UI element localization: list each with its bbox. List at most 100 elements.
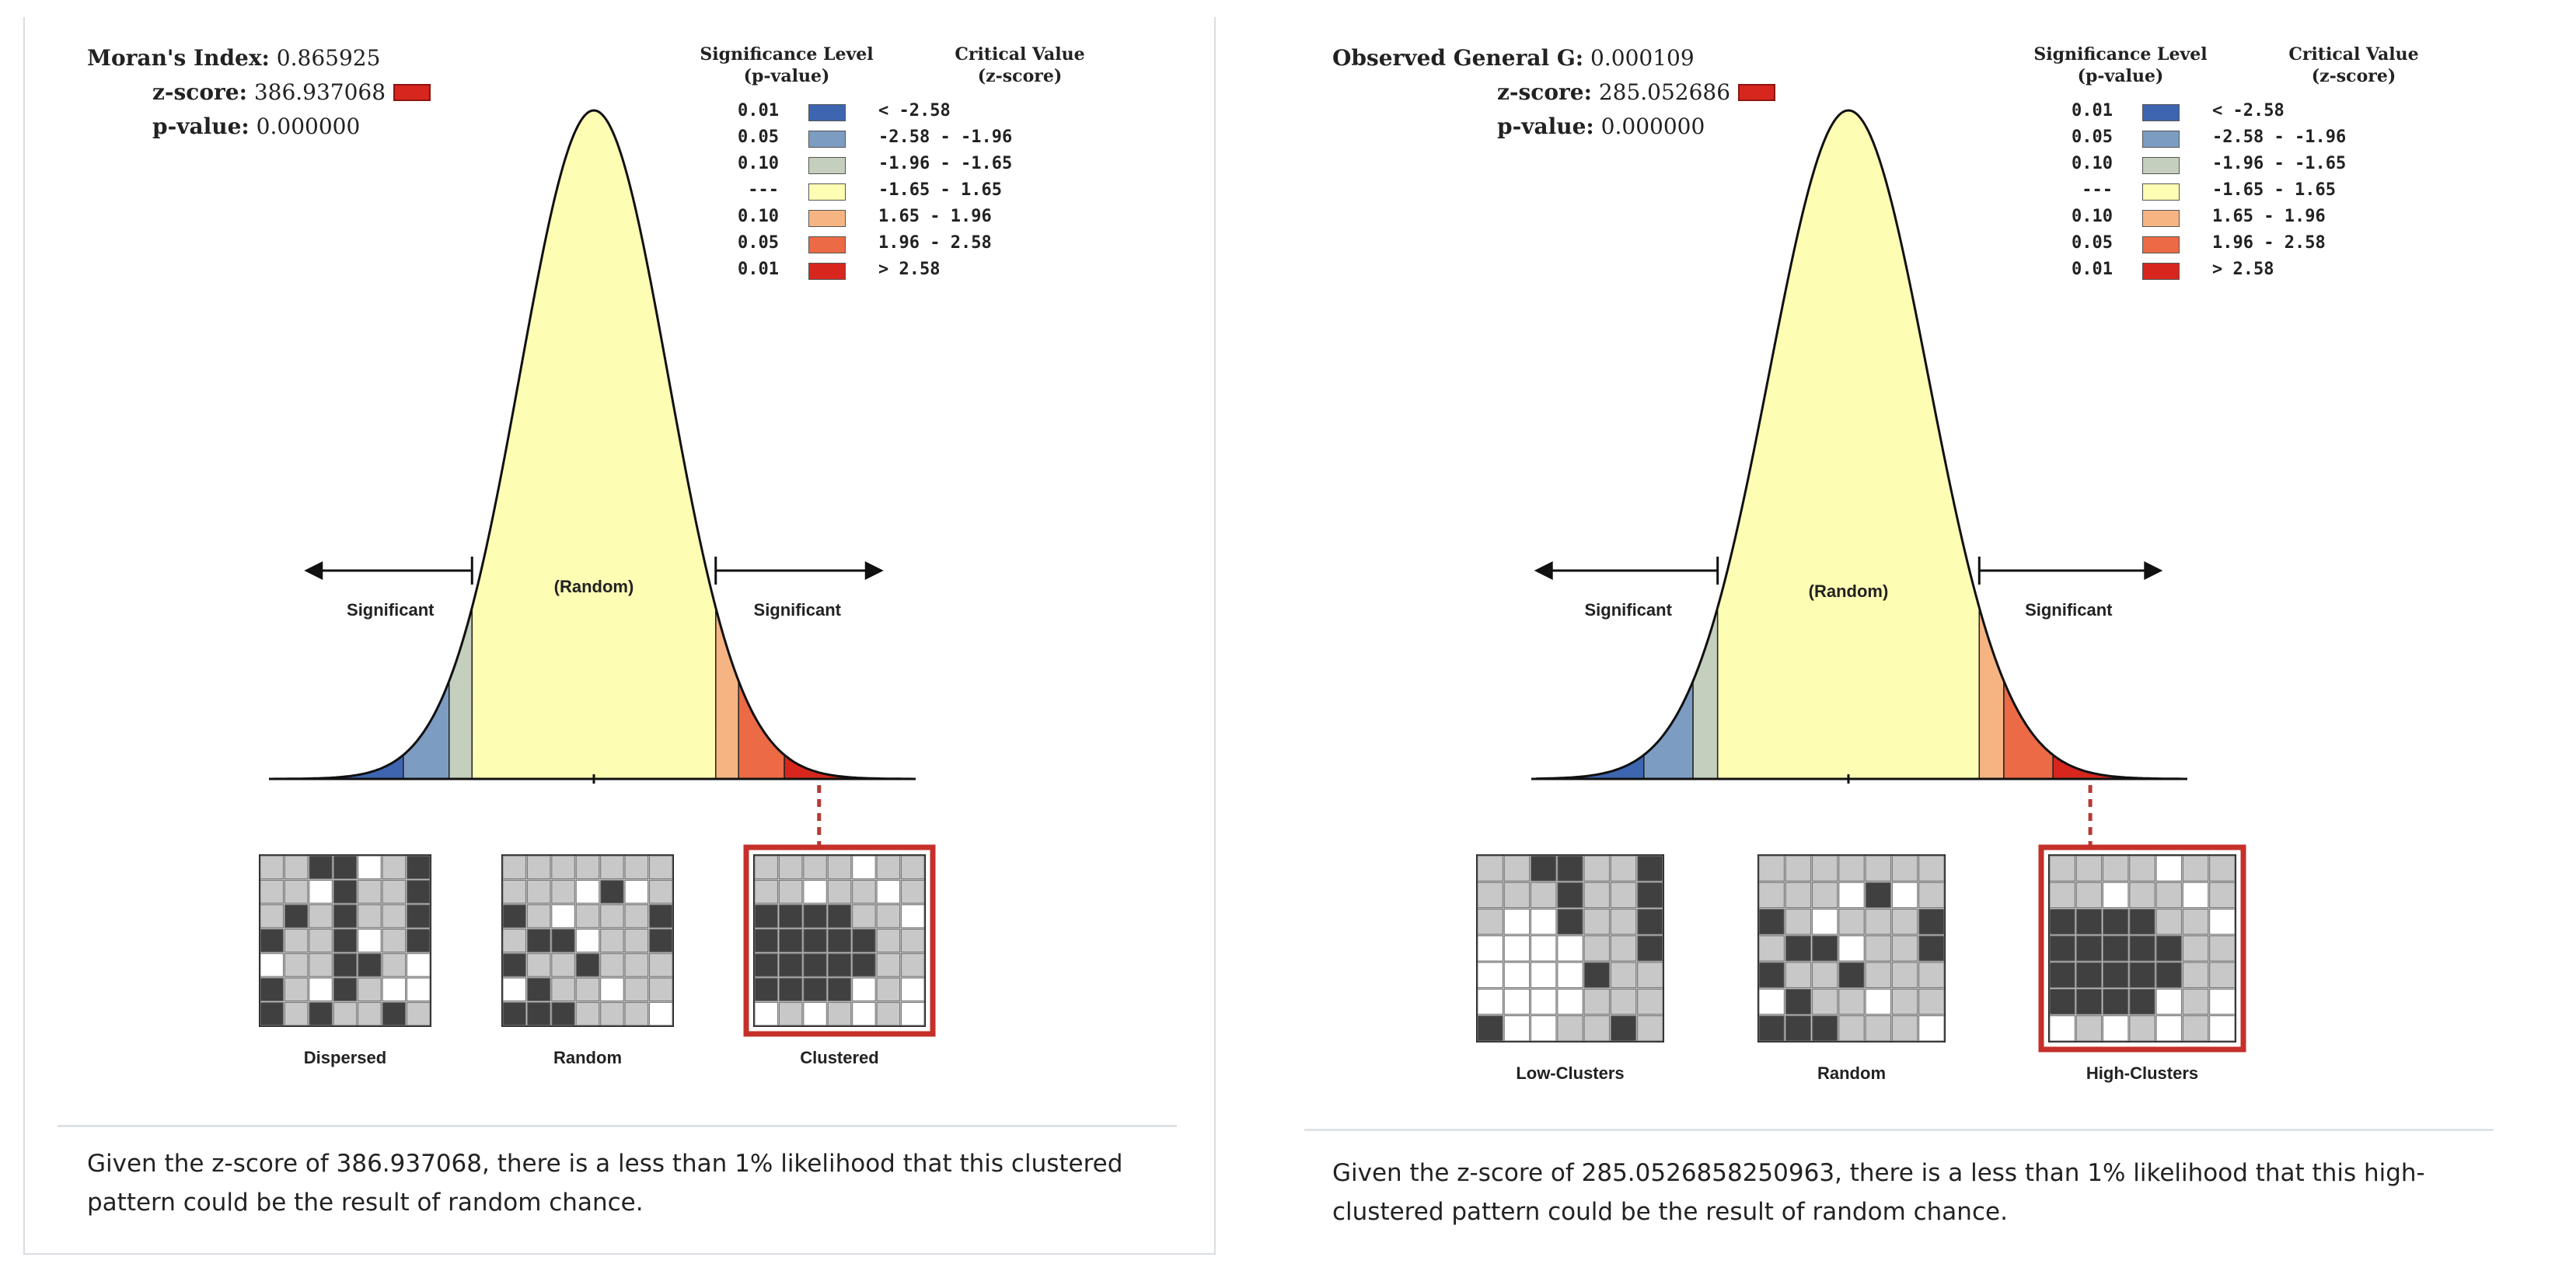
map-cell (1865, 1015, 1891, 1042)
map-cell (1503, 988, 1531, 1015)
legend-swatch (808, 236, 846, 253)
map-cell (827, 1002, 852, 1026)
legend-swatch (2142, 236, 2180, 253)
map-cell (754, 953, 778, 977)
map-cell (600, 855, 624, 879)
curve-region (449, 607, 473, 780)
right-arrow-icon (2144, 561, 2163, 580)
z-score-swatch (393, 83, 431, 101)
map-cell (309, 977, 333, 1002)
legend-critical-value: -1.96 - -1.65 (878, 154, 1013, 173)
map-cell (1785, 855, 1812, 882)
legend-p-value: 0.01 (2072, 101, 2113, 120)
map-cell (1477, 962, 1503, 988)
map-cell (260, 879, 284, 904)
map-cell (1785, 962, 1812, 988)
map-cell (1812, 882, 1838, 909)
map-cell (407, 879, 431, 904)
random-region-label: (Random) (554, 577, 634, 596)
map-cell (754, 1002, 778, 1026)
map-cell (600, 928, 624, 953)
map-cell (2155, 962, 2182, 988)
map-cell (382, 904, 407, 928)
legend-critical-value: -2.58 - -1.96 (878, 127, 1013, 147)
map-cell (803, 1002, 827, 1026)
right-arrow-icon (864, 561, 884, 580)
map-cell (1918, 935, 1945, 962)
map-cell (1557, 909, 1583, 935)
map-cell (526, 1002, 551, 1026)
map-cell (2209, 935, 2236, 962)
map-cell (1610, 962, 1637, 988)
map-cell (1758, 1015, 1785, 1042)
map-cell (1610, 855, 1637, 882)
map-cell (333, 977, 358, 1002)
legend-p-value: 0.05 (2072, 233, 2113, 253)
map-cell (309, 953, 333, 977)
z-score-value: 285.052686 (1598, 79, 1731, 105)
map-cell (876, 879, 901, 904)
legend-row: 0.05 1.96 - 2.58 (2043, 233, 2576, 260)
legend-p-value: 0.01 (2072, 260, 2113, 279)
legend-row: --- -1.65 - 1.65 (2043, 180, 2576, 207)
map-cell (2209, 988, 2236, 1015)
map-cell (2129, 935, 2155, 962)
map-cell (333, 904, 358, 928)
legend-swatch (808, 104, 846, 121)
map-cell (575, 928, 600, 953)
map-cell (284, 904, 309, 928)
legend-p-value: 0.01 (738, 260, 779, 279)
p-value-value: 0.000000 (1600, 113, 1705, 139)
map-cell (1503, 935, 1531, 962)
map-cell (852, 977, 876, 1002)
map-cell (551, 904, 575, 928)
map-cell (827, 977, 852, 1002)
map-cell (1583, 988, 1610, 1015)
map-cell (2182, 909, 2209, 935)
map-cell (1637, 882, 1663, 909)
legend-critical-value: -1.65 - 1.65 (2212, 180, 2336, 200)
map-cell (1918, 1015, 1945, 1042)
map-cell (1557, 855, 1583, 882)
map-cell (1785, 909, 1812, 935)
map-cell (1812, 909, 1838, 935)
legend-critical-value: 1.65 - 1.96 (878, 207, 992, 226)
legend-cv-header: Critical Value (z-score) (955, 44, 1085, 86)
caption-divider (1304, 1129, 2494, 1131)
map-cell (778, 953, 803, 977)
map-cell (901, 953, 925, 977)
map-cell (803, 879, 827, 904)
map-cell (1531, 988, 1557, 1015)
map-cell (1758, 988, 1785, 1015)
legend-row: 0.05 -2.58 - -1.96 (709, 127, 1253, 154)
map-cell (358, 879, 382, 904)
left-arrow-icon (304, 561, 323, 580)
map-cell (2182, 1015, 2209, 1042)
legend-row: --- -1.65 - 1.65 (709, 180, 1253, 207)
legend-row: 0.10 -1.96 - -1.65 (709, 154, 1253, 180)
map-cell (284, 855, 309, 879)
map-cell (2075, 962, 2103, 988)
map-cell (2075, 1015, 2103, 1042)
map-cell (624, 977, 649, 1002)
morans-i-report-panel: Moran's Index: 0.865925 z-score: 386.937… (23, 17, 1216, 1255)
map-cell (649, 904, 673, 928)
map-cell (309, 855, 333, 879)
legend-critical-value: > 2.58 (2212, 260, 2274, 279)
z-score-swatch (1738, 83, 1776, 101)
map-cell (2155, 909, 2182, 935)
map-cell (876, 904, 901, 928)
map-cell (754, 855, 778, 879)
map-cell (358, 855, 382, 879)
map-cell (2182, 935, 2209, 962)
legend-swatch (808, 131, 846, 148)
map-cell (827, 904, 852, 928)
map-cell (901, 855, 925, 879)
map-cell (803, 855, 827, 879)
map-cell (1838, 1015, 1865, 1042)
curve-outline (1536, 109, 2183, 780)
legend-p-value: 0.10 (738, 154, 779, 173)
map-cell (2209, 882, 2236, 909)
map-cell (551, 879, 575, 904)
map-cell (2155, 882, 2182, 909)
